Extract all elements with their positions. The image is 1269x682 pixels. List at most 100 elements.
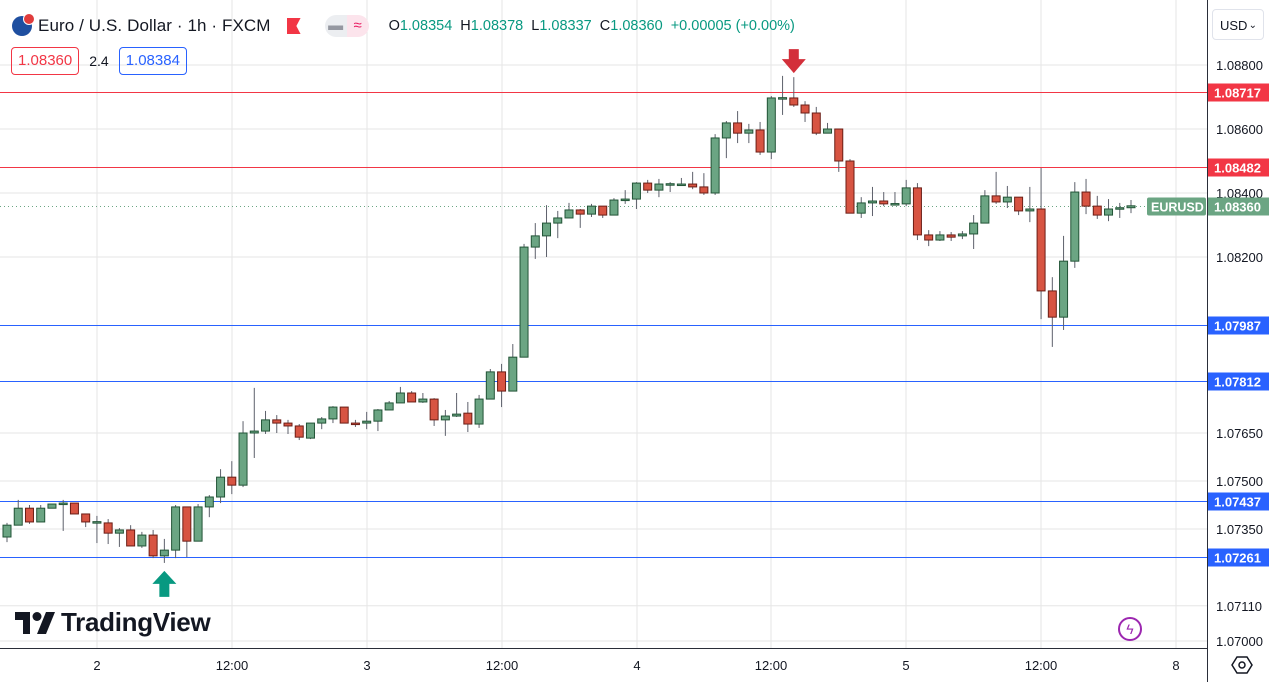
candle-up: [778, 97, 788, 100]
lightning-icon[interactable]: ϟ: [1118, 617, 1142, 641]
candle-up: [721, 122, 731, 139]
candle-up: [631, 182, 641, 200]
low-label: L: [531, 18, 540, 34]
candle-down: [755, 129, 765, 153]
price-axis-labels: 1.08717 1.08482 1.07987 1.07812 1.07437 1.072…: [1147, 83, 1269, 567]
arrow-up-icon: [152, 570, 177, 597]
settings-icon[interactable]: [1231, 654, 1253, 676]
candle-down: [912, 187, 922, 236]
buy-button[interactable]: 1.08384: [118, 47, 187, 75]
candle-up: [766, 97, 776, 153]
last-price-label-bg: [1208, 197, 1269, 216]
candle-up: [564, 209, 574, 219]
time-tick-label: 12:00: [1025, 658, 1058, 673]
candle-down: [879, 200, 889, 205]
candle-up: [440, 415, 450, 421]
candle-up: [957, 233, 967, 237]
candle-down: [294, 425, 304, 438]
candles: [2, 75, 1136, 563]
candle-up: [58, 502, 68, 506]
sell-button[interactable]: 1.08360: [11, 47, 80, 75]
candle-up: [216, 476, 226, 498]
symbol-title[interactable]: Euro / U.S. Dollar · 1h · FXCM: [38, 16, 271, 35]
candle-down: [991, 195, 1001, 203]
tradingview-logo-text: TradingView: [61, 607, 211, 637]
candle-down: [946, 234, 956, 238]
candle-down: [148, 534, 158, 557]
candle-up: [530, 235, 540, 248]
chevron-down-icon: ⌄: [1248, 20, 1257, 31]
candle-up: [36, 507, 46, 523]
candle-up: [328, 406, 338, 420]
candle-up: [935, 234, 945, 241]
time-tick-label: 4: [633, 658, 640, 673]
minus-icon[interactable]: ▬: [324, 15, 347, 37]
candle-up: [171, 506, 181, 551]
open-value: 1.08354: [399, 18, 453, 34]
candle-up: [901, 187, 911, 205]
time-axis[interactable]: 2 12:00 3 12:00 4 12:00 5 12:00 8: [93, 658, 1179, 673]
candle-up: [980, 195, 990, 224]
price-tick-label: 1.07000: [1216, 634, 1263, 649]
symbol-tag: EURUSD: [1151, 201, 1204, 215]
open-label: O: [388, 18, 400, 34]
chart-grid: [0, 0, 1207, 648]
support-level-label: 1.07812: [1214, 375, 1261, 390]
candle-up: [13, 507, 23, 526]
candle-up: [1126, 205, 1136, 209]
candle-up: [867, 200, 877, 204]
annotation-arrows: [152, 49, 806, 597]
support-level-label-bg: [1208, 492, 1269, 511]
candle-down: [1036, 208, 1046, 292]
candle-down: [463, 412, 473, 425]
candle-down: [800, 104, 810, 114]
candle-down: [69, 502, 79, 515]
candle-up: [137, 534, 147, 547]
time-tick-label: 12:00: [755, 658, 788, 673]
candle-down: [339, 406, 349, 424]
candle-down: [688, 183, 698, 188]
currency-select[interactable]: USD ⌄: [1212, 9, 1264, 40]
last-price-label: 1.08360: [1214, 200, 1261, 215]
red-flag-icon[interactable]: [286, 18, 301, 34]
candle-up: [193, 506, 203, 542]
bid-ask-row: 1.08360 2.4 1.08384: [11, 47, 187, 75]
candle-up: [474, 398, 484, 425]
candle-down: [283, 422, 293, 427]
support-level-label-bg: [1208, 372, 1269, 391]
time-tick-label: 5: [902, 658, 909, 673]
support-level-label: 1.07437: [1214, 495, 1261, 510]
candle-down: [834, 128, 844, 162]
approx-icon[interactable]: ≈: [346, 15, 369, 37]
tradingview-logo[interactable]: TradingView: [15, 607, 211, 638]
support-level-label-bg: [1208, 316, 1269, 335]
candle-up: [317, 418, 327, 424]
candle-up: [452, 413, 462, 417]
candle-up: [586, 205, 596, 215]
candle-down: [924, 234, 934, 241]
time-tick-label: 12:00: [486, 658, 519, 673]
candle-up: [542, 222, 552, 237]
candle-up: [1104, 208, 1114, 216]
candle-down: [699, 186, 709, 194]
candle-up: [418, 398, 428, 403]
candle-down: [81, 513, 91, 523]
candle-up: [620, 198, 630, 202]
candle-down: [24, 507, 34, 523]
candle-down: [429, 398, 439, 421]
candle-up: [159, 549, 169, 557]
candle-down: [126, 529, 136, 547]
status-pill[interactable]: ▬ ≈: [324, 15, 369, 37]
candle-up: [890, 203, 900, 206]
candle-up: [1002, 196, 1012, 203]
candle-up: [823, 128, 833, 134]
high-label: H: [460, 18, 471, 34]
candle-down: [497, 371, 507, 392]
low-value: 1.08337: [539, 18, 592, 34]
price-axis[interactable]: 1.08800 1.08600 1.08400 1.08200 1.07650 1.075…: [1216, 58, 1263, 649]
candle-up: [114, 529, 124, 534]
candle-up: [856, 202, 866, 214]
candle-up: [395, 392, 405, 404]
candle-up: [609, 199, 619, 216]
